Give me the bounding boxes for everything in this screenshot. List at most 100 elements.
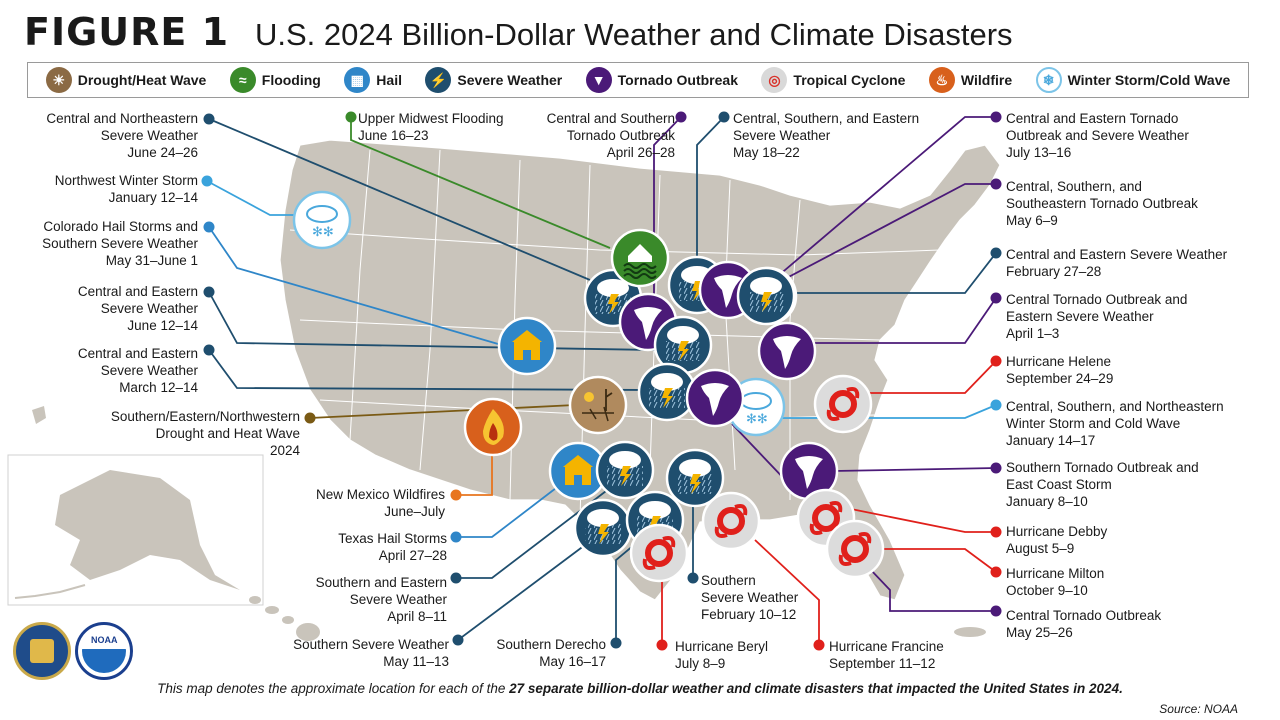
leader-dot — [990, 355, 1002, 367]
legend-label: Tropical Cyclone — [793, 72, 906, 88]
event-name: Hurricane Milton — [1006, 566, 1105, 581]
wildfire-icon: ♨ — [928, 67, 955, 93]
event-name: Central and Northeastern — [46, 111, 198, 126]
legend-item: ≈ Flooding — [229, 67, 321, 93]
event-dates: June 12–14 — [127, 318, 198, 333]
legend-item: ▼ Tornado Outbreak — [585, 67, 738, 93]
legend-label: Winter Storm/Cold Wave — [1067, 72, 1231, 88]
leader-dot — [203, 221, 215, 233]
leader-dot — [990, 399, 1002, 411]
winter-icon: ❄ — [1035, 67, 1062, 93]
event-dates: June–July — [384, 504, 445, 519]
event-dates: May 11–13 — [383, 654, 449, 669]
leader-dot — [990, 111, 1002, 123]
event-dates: 2024 — [269, 443, 300, 458]
event-name: Southeastern Tornado Outbreak — [1006, 196, 1198, 211]
leader-line — [456, 487, 611, 579]
hail-icon — [497, 316, 557, 376]
alaska-inset-frame — [7, 454, 264, 606]
leader-dot — [687, 572, 699, 584]
event-label: Central and Northeastern Severe Weather Ju… — [46, 110, 198, 161]
legend-item: ♨ Wildfire — [928, 67, 1012, 93]
legend-label: Hail — [376, 72, 402, 88]
leader-dot — [990, 526, 1002, 538]
leader-dot — [201, 175, 213, 187]
leader-line — [812, 297, 997, 344]
event-name: Hurricane Beryl — [675, 639, 769, 654]
event-name: Southern Derecho — [496, 637, 606, 652]
event-dates: May 25–26 — [1006, 625, 1073, 640]
severe-weather-icon — [665, 448, 725, 508]
legend-item: ⚡ Severe Weather — [425, 67, 562, 93]
event-name: Southern and Eastern — [315, 575, 447, 590]
leader-line — [206, 180, 300, 216]
event-name: Severe Weather — [100, 301, 198, 316]
winter-icon: ✻✻ — [292, 190, 352, 250]
event-name: Upper Midwest Flooding — [358, 111, 504, 126]
leader-line — [208, 226, 506, 347]
severe-weather-icon — [573, 498, 633, 558]
footnote-prefix: This map denotes the approximate locatio… — [157, 681, 510, 696]
svg-text:✻✻: ✻✻ — [746, 412, 768, 427]
event-dates: August 5–9 — [1006, 541, 1075, 556]
leader-line — [350, 117, 611, 249]
severe-weather-icon — [637, 362, 697, 422]
event-label: Southern Severe Weather February 10–12 — [701, 572, 798, 623]
leader-dot — [452, 634, 464, 646]
event-name: Hurricane Francine — [829, 639, 944, 654]
event-dates: May 18–22 — [733, 145, 800, 160]
legend-item: ◎ Tropical Cyclone — [761, 67, 905, 93]
page-title: U.S. 2024 Billion-Dollar Weather and Cli… — [255, 17, 1013, 52]
event-name: Central, Southern, and Eastern — [733, 111, 920, 126]
hail-icon: ▦ — [344, 67, 371, 93]
event-name: Southern/Eastern/Northwestern — [110, 409, 300, 424]
leader-dot — [345, 111, 357, 123]
leader-line — [868, 360, 997, 394]
leader-line — [880, 548, 997, 573]
event-name: Winter Storm and Cold Wave — [1006, 416, 1181, 431]
source-credit: Source: NOAA — [1159, 702, 1238, 716]
cyclone-icon — [629, 523, 689, 583]
event-dates: April 1–3 — [1006, 326, 1060, 341]
event-name: Texas Hail Storms — [338, 531, 447, 546]
puerto-rico-shape — [954, 627, 986, 637]
event-dates: July 13–16 — [1006, 145, 1072, 160]
hawaii-shape — [249, 596, 320, 641]
event-name: Southern Severe Weather — [42, 236, 198, 251]
severe-weather-icon — [595, 440, 655, 500]
event-name: Drought and Heat Wave — [155, 426, 300, 441]
event-name: Outbreak and Severe Weather — [1006, 128, 1189, 143]
event-label: Central Tornado Outbreak and Eastern Seve… — [1006, 291, 1187, 342]
tornado-icon: ▼ — [585, 67, 612, 93]
severe-weather-icon — [736, 266, 796, 326]
leader-line — [845, 507, 996, 533]
flood-icon — [610, 228, 670, 288]
leader-dot — [450, 531, 462, 543]
leader-line — [744, 183, 996, 301]
leader-dot — [203, 286, 215, 298]
leader-dot — [990, 247, 1002, 259]
event-name: Central Tornado Outbreak — [1006, 608, 1162, 623]
leader-line — [208, 349, 646, 391]
event-label: Hurricane Helene September 24–29 — [1006, 353, 1113, 387]
legend-item: ☀ Drought/Heat Wave — [45, 67, 206, 93]
event-label: Central and Eastern Severe Weather March 1… — [78, 345, 198, 396]
event-name: Hurricane Helene — [1006, 354, 1112, 369]
leader-line — [456, 484, 561, 538]
tornado-icon — [757, 321, 817, 381]
event-dates: May 31–June 1 — [105, 253, 198, 268]
event-label: Central and Southern Tornado Outbreak Apri… — [547, 110, 675, 161]
event-label: Southern and Eastern Severe Weather April … — [316, 574, 447, 625]
event-label: Hurricane Debby August 5–9 — [1006, 523, 1107, 557]
leader-line — [833, 467, 997, 472]
event-dates: April 26–28 — [606, 145, 675, 160]
event-dates: February 27–28 — [1006, 264, 1102, 279]
severe-weather-icon — [653, 315, 713, 375]
event-name: Eastern Severe Weather — [1006, 309, 1154, 324]
footnote: This map denotes the approximate locatio… — [0, 681, 1280, 696]
event-label: Central and Eastern Severe Weather June 12… — [78, 283, 198, 334]
leader-dot — [656, 639, 668, 651]
event-dates: July 8–9 — [675, 656, 726, 671]
event-label: Colorado Hail Storms and Southern Severe … — [42, 218, 198, 269]
hail-icon — [548, 441, 608, 501]
